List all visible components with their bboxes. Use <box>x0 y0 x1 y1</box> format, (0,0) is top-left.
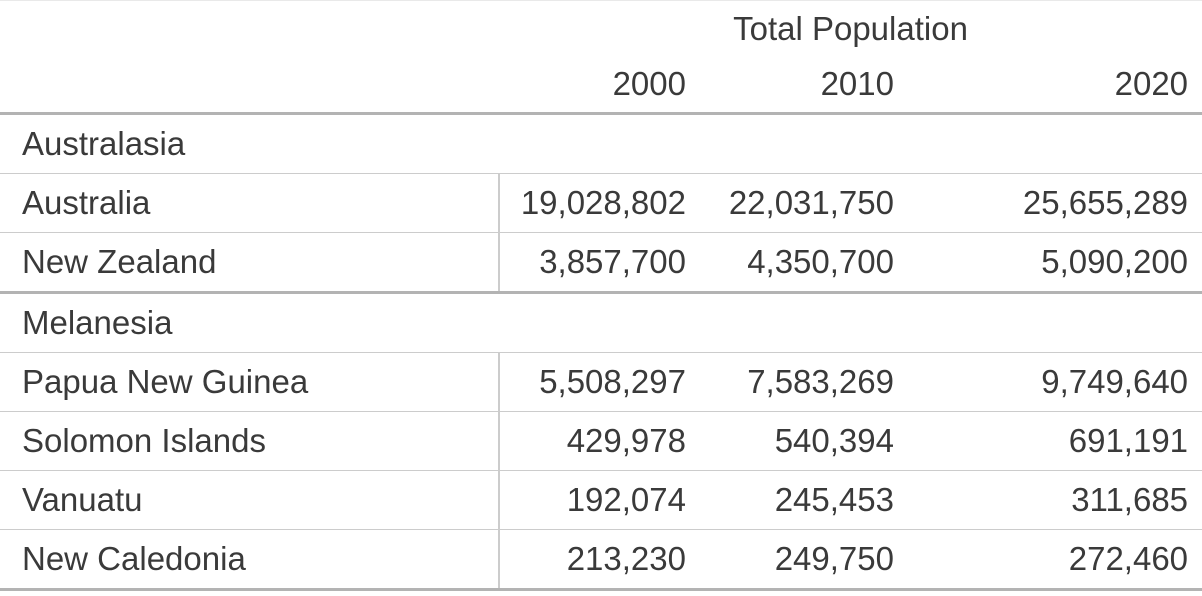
row-label: Solomon Islands <box>0 411 499 471</box>
year-header-row: 2000 2010 2020 <box>0 57 1202 115</box>
population-value: 429,978 <box>498 411 700 471</box>
table-title-row: Total Population <box>0 1 1202 58</box>
population-value: 25,655,289 <box>908 173 1202 233</box>
population-value: 311,685 <box>908 470 1202 530</box>
population-value: 192,074 <box>498 470 700 530</box>
year-header-2020: 2020 <box>908 57 1202 115</box>
population-value: 245,453 <box>700 470 908 530</box>
table-row-papua-new-guinea: Papua New Guinea 5,508,297 7,583,269 9,7… <box>0 352 1202 412</box>
population-value: 3,857,700 <box>498 232 700 294</box>
section-label: Melanesia <box>0 292 1202 353</box>
row-label: Australia <box>0 173 499 233</box>
population-value: 22,031,750 <box>700 173 908 233</box>
population-value: 691,191 <box>908 411 1202 471</box>
table-row-australia: Australia 19,028,802 22,031,750 25,655,2… <box>0 173 1202 233</box>
row-label: Papua New Guinea <box>0 352 499 412</box>
population-value: 4,350,700 <box>700 232 908 294</box>
empty-header-cell <box>0 57 499 115</box>
population-value: 213,230 <box>498 529 700 591</box>
table-row-new-zealand: New Zealand 3,857,700 4,350,700 5,090,20… <box>0 232 1202 294</box>
population-value: 7,583,269 <box>700 352 908 412</box>
section-label: Australasia <box>0 113 1202 174</box>
section-header-melanesia: Melanesia <box>0 292 1202 353</box>
table-title: Total Population <box>733 9 968 47</box>
population-value: 19,028,802 <box>498 173 700 233</box>
table-row-new-caledonia: New Caledonia 213,230 249,750 272,460 <box>0 529 1202 591</box>
row-label: New Caledonia <box>0 529 499 591</box>
empty-corner-cell <box>0 1 499 58</box>
population-value: 540,394 <box>700 411 908 471</box>
row-label: Vanuatu <box>0 470 499 530</box>
table-row-solomon-islands: Solomon Islands 429,978 540,394 691,191 <box>0 411 1202 471</box>
population-value: 249,750 <box>700 529 908 591</box>
year-header-2000: 2000 <box>499 57 700 115</box>
population-value: 5,090,200 <box>908 232 1202 294</box>
row-label: New Zealand <box>0 232 499 294</box>
population-value: 5,508,297 <box>498 352 700 412</box>
table-row-vanuatu: Vanuatu 192,074 245,453 311,685 <box>0 470 1202 530</box>
section-header-australasia: Australasia <box>0 113 1202 174</box>
year-header-2010: 2010 <box>700 57 908 115</box>
population-value: 9,749,640 <box>908 352 1202 412</box>
population-value: 272,460 <box>908 529 1202 591</box>
